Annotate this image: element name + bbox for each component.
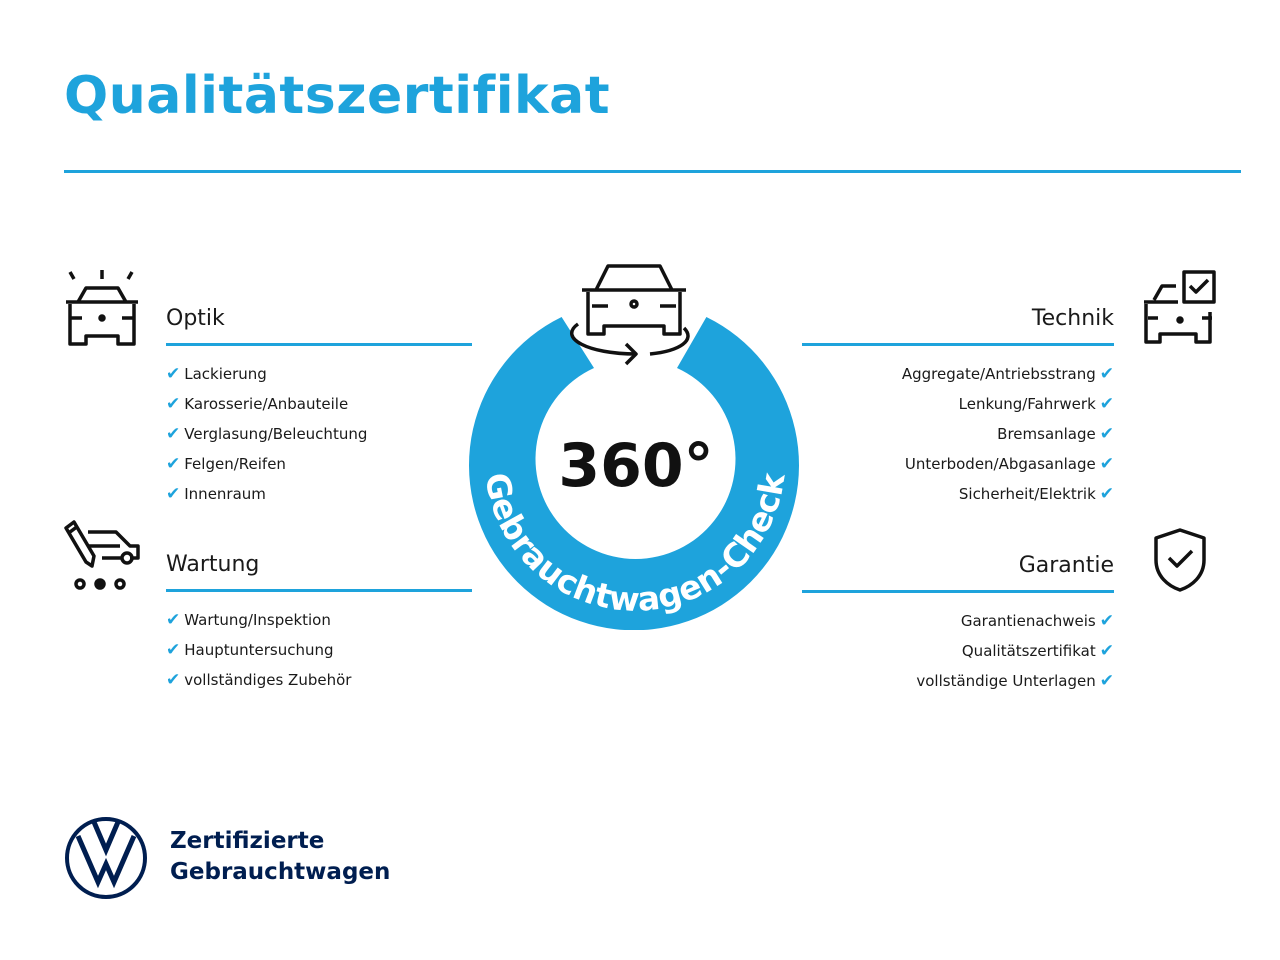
service-van-pen-icon bbox=[64, 520, 140, 590]
check-icon: ✔ bbox=[1099, 641, 1114, 661]
list-item: ✔ Hauptuntersuchung bbox=[166, 640, 334, 660]
list-item: Unterboden/Abgasanlage ✔ bbox=[904, 454, 1114, 474]
check-icon: ✔ bbox=[1099, 671, 1114, 691]
check-icon: ✔ bbox=[1099, 454, 1114, 474]
section-heading: Garantie bbox=[1018, 553, 1114, 578]
footer-brand-text: Zertifizierte Gebrauchtwagen bbox=[170, 828, 391, 885]
check-icon: ✔ bbox=[1099, 364, 1114, 384]
360-check-badge: Gebrauchtwagen-Check 360° bbox=[469, 264, 799, 630]
car-lights-icon bbox=[66, 270, 138, 346]
section-technik: Technik Aggregate/Antriebsstrang ✔ Lenkun… bbox=[802, 303, 1114, 514]
car-checkbox-icon bbox=[1144, 270, 1216, 344]
section-divider bbox=[166, 589, 472, 592]
check-icon: ✔ bbox=[166, 610, 181, 630]
shield-check-icon bbox=[1154, 528, 1206, 592]
section-wartung: Wartung ✔ Wartung/Inspektion ✔ Hauptunters… bbox=[166, 549, 472, 700]
section-heading: Optik bbox=[166, 306, 225, 331]
list-item: Aggregate/Antriebsstrang ✔ bbox=[901, 364, 1114, 384]
degrees-label: 360° bbox=[558, 431, 713, 501]
section-divider bbox=[802, 343, 1114, 346]
section-heading: Technik bbox=[1031, 306, 1114, 331]
check-icon: ✔ bbox=[166, 454, 181, 474]
section-divider bbox=[166, 343, 472, 346]
car-rotate-icon bbox=[570, 264, 690, 366]
check-icon: ✔ bbox=[166, 484, 181, 504]
check-icon: ✔ bbox=[1099, 484, 1114, 504]
list-item: ✔ Verglasung/Beleuchtung bbox=[166, 424, 368, 444]
list-item: Sicherheit/Elektrik ✔ bbox=[958, 484, 1114, 504]
section-divider bbox=[802, 590, 1114, 593]
badge-ring bbox=[469, 317, 799, 630]
list-item: Lenkung/Fahrwerk ✔ bbox=[958, 394, 1114, 414]
section-optik: Optik ✔ Lackierung ✔ Karosserie/Anbauteile… bbox=[166, 303, 472, 514]
check-icon: ✔ bbox=[1099, 394, 1114, 414]
check-icon: ✔ bbox=[1099, 611, 1114, 631]
title-divider bbox=[64, 170, 1241, 173]
check-icon: ✔ bbox=[166, 394, 181, 414]
section-heading: Wartung bbox=[166, 552, 260, 577]
section-garantie: Garantie Garantienachweis ✔ Qualitätszert… bbox=[802, 550, 1114, 701]
list-item: Bremsanlage ✔ bbox=[997, 424, 1114, 444]
list-item: Qualitätszertifikat ✔ bbox=[961, 641, 1114, 661]
check-icon: ✔ bbox=[166, 424, 181, 444]
list-item: ✔ Karosserie/Anbauteile bbox=[166, 394, 349, 414]
list-item: Garantienachweis ✔ bbox=[960, 611, 1114, 631]
check-icon: ✔ bbox=[166, 364, 181, 384]
list-item: ✔ Felgen/Reifen bbox=[166, 454, 286, 474]
list-item: ✔ Innenraum bbox=[166, 484, 266, 504]
list-item: ✔ Lackierung bbox=[166, 364, 267, 384]
check-icon: ✔ bbox=[1099, 424, 1114, 444]
list-item: ✔ vollständiges Zubehör bbox=[166, 670, 352, 690]
check-icon: ✔ bbox=[166, 670, 181, 690]
list-item: vollständige Unterlagen ✔ bbox=[916, 671, 1114, 691]
check-icon: ✔ bbox=[166, 640, 181, 660]
vw-logo bbox=[65, 817, 147, 899]
list-item: ✔ Wartung/Inspektion bbox=[166, 610, 331, 630]
page-title: Qualitätszertifikat bbox=[64, 66, 611, 126]
